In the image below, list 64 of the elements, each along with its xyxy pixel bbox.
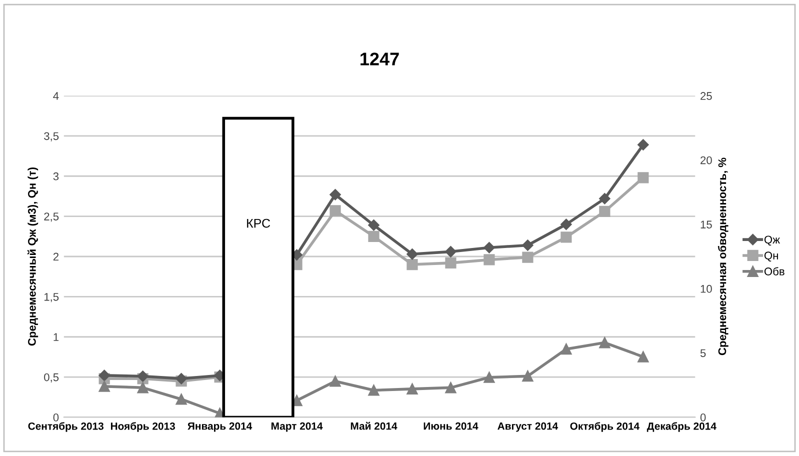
point xyxy=(445,382,456,394)
point xyxy=(176,373,187,384)
y-tick-label: 2 xyxy=(53,252,58,261)
point xyxy=(176,394,187,405)
point xyxy=(137,370,148,382)
point xyxy=(406,258,418,270)
point xyxy=(137,382,148,394)
point xyxy=(638,139,649,150)
y2-axis-title: Среднемесячная обводненность, % xyxy=(718,158,728,356)
x-tick-label: Июнь 2014 xyxy=(424,422,478,430)
y-tick-label: 4 xyxy=(53,92,59,100)
y2-tick-label: 25 xyxy=(700,92,712,100)
point xyxy=(330,376,341,387)
point xyxy=(368,230,380,242)
y-tick-label: 2,5 xyxy=(44,212,59,222)
point xyxy=(560,232,572,243)
point xyxy=(522,240,534,251)
point xyxy=(560,344,572,355)
point xyxy=(330,189,341,200)
point xyxy=(484,372,495,383)
point xyxy=(98,380,110,392)
point xyxy=(599,337,610,348)
legend-label: Qн xyxy=(764,252,778,262)
y2-tick-label: 5 xyxy=(700,349,706,358)
point xyxy=(368,220,380,231)
x-tick-label: Январь 2014 xyxy=(188,422,252,432)
point xyxy=(368,384,380,396)
x-tick-label: Май 2014 xyxy=(350,422,398,430)
point xyxy=(638,351,649,362)
y-tick-label: 3,5 xyxy=(44,132,59,142)
y2-tick-label: 20 xyxy=(700,156,712,164)
point xyxy=(406,248,418,260)
x-tick-label: Октябрь 2014 xyxy=(570,422,640,432)
y-tick-label: 1 xyxy=(54,333,59,341)
y2-tick-label: 0 xyxy=(700,414,706,422)
legend-label: Qж xyxy=(764,236,780,246)
x-tick-label: Ноябрь 2013 xyxy=(110,422,175,432)
point xyxy=(445,257,456,268)
legend-label: Обв xyxy=(764,267,784,276)
x-tick-label: Декабрь 2014 xyxy=(646,422,716,432)
x-tick-label: Август 2014 xyxy=(498,422,558,432)
point xyxy=(638,172,649,184)
y-tick-label: 0,5 xyxy=(44,373,59,383)
point xyxy=(330,205,341,216)
point xyxy=(522,252,534,263)
point xyxy=(560,218,572,230)
y-axis-title: Среднемесячный Qж (м3), Qн (т) xyxy=(27,167,38,346)
x-tick-label: Сентябрь 2013 xyxy=(28,422,104,432)
chart-title: 1247 xyxy=(360,52,399,66)
y2-tick-label: 15 xyxy=(700,220,712,228)
point xyxy=(599,206,610,218)
point xyxy=(484,242,495,254)
y2-tick-label: 10 xyxy=(700,284,712,293)
point xyxy=(98,370,110,382)
x-tick-label: Март 2014 xyxy=(271,422,323,432)
point xyxy=(445,246,456,258)
band-label: КРС xyxy=(247,218,270,228)
y-tick-label: 3 xyxy=(53,172,59,180)
point xyxy=(484,254,495,266)
point xyxy=(406,383,418,395)
point xyxy=(599,193,610,204)
y-tick-label: 1,5 xyxy=(44,293,59,302)
point xyxy=(522,370,534,382)
y-tick-label: 0 xyxy=(53,414,59,422)
